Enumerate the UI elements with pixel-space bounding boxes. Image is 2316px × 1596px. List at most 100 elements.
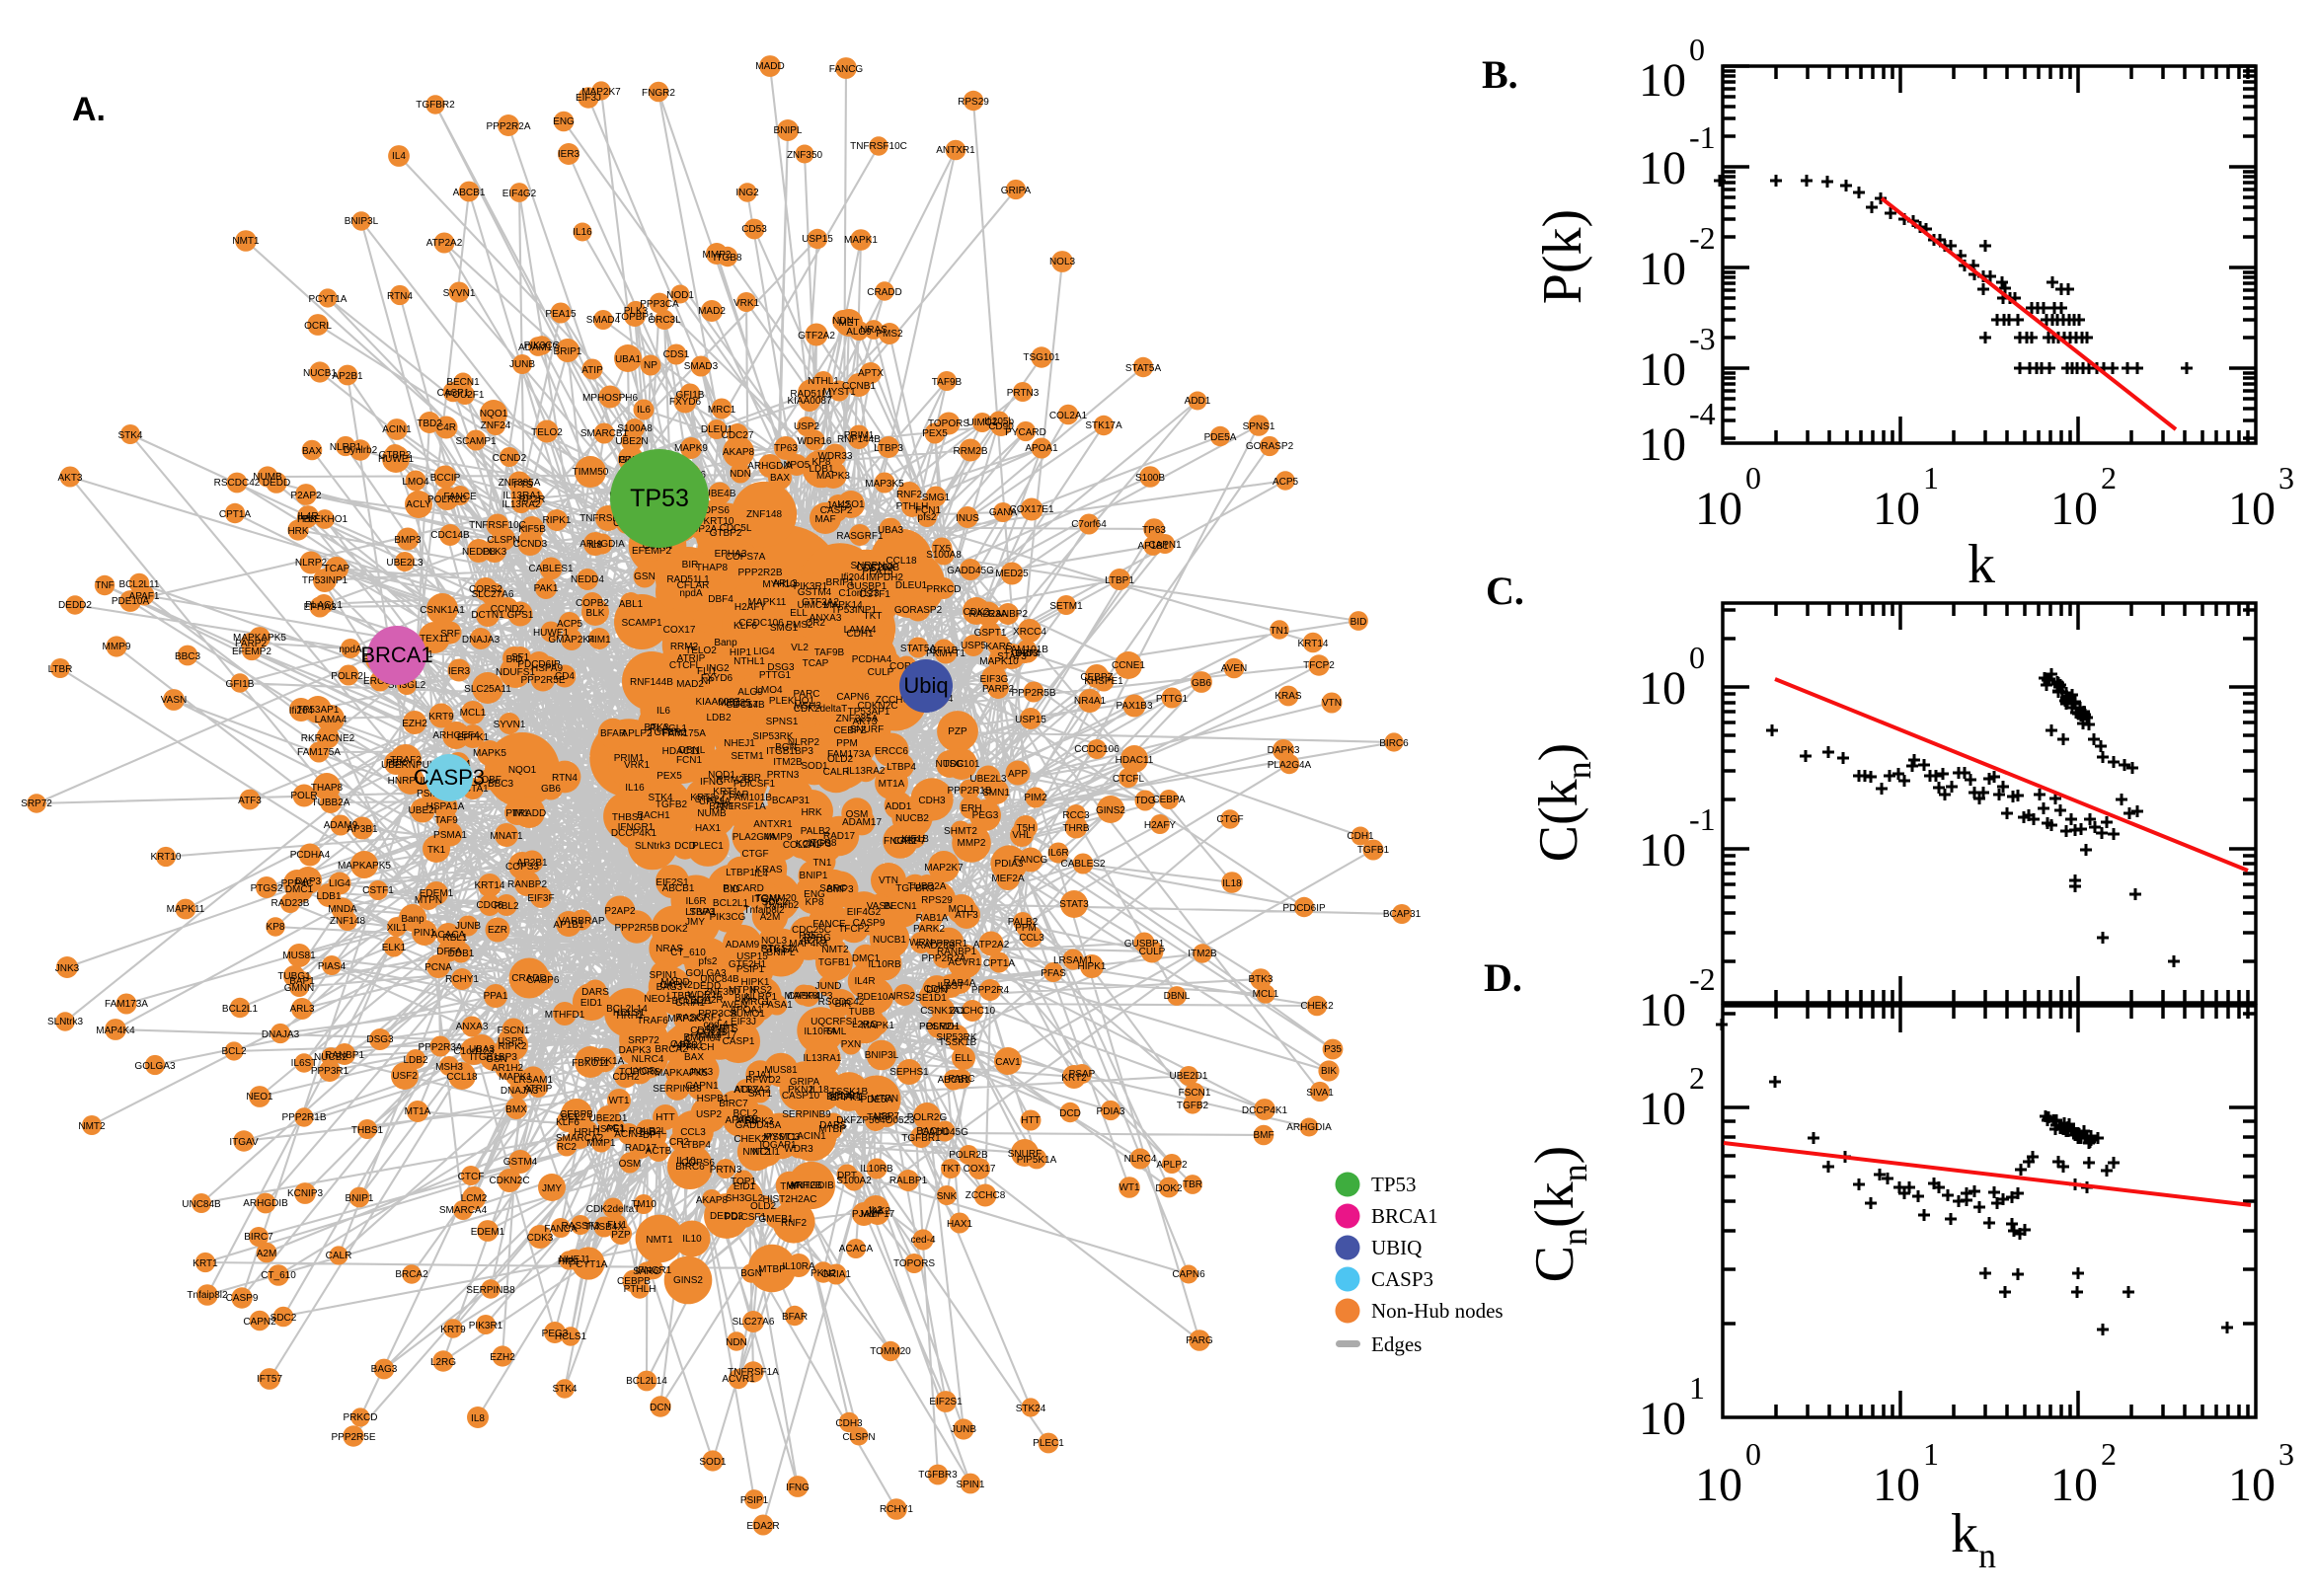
svg-text:IL13RA1: IL13RA1 [503,491,542,501]
svg-text:PCDHA4: PCDHA4 [290,850,331,861]
svg-text:KHSPE1: KHSPE1 [1084,676,1123,687]
svg-text:CT_610: CT_610 [261,1270,296,1281]
svg-text:LTBP4: LTBP4 [681,1140,711,1151]
svg-text:D.: D. [1484,955,1522,1000]
svg-text:LDB1: LDB1 [316,891,341,902]
svg-text:CCNB1: CCNB1 [842,381,876,392]
svg-text:PCNA: PCNA [425,962,452,973]
svg-text:NEO1: NEO1 [246,1092,273,1102]
svg-text:ELL: ELL [955,1053,972,1064]
svg-text:10: 10 [1639,243,1686,295]
svg-text:Banp: Banp [714,638,737,648]
svg-text:DSG3: DSG3 [366,1034,394,1045]
svg-text:EIF4G2: EIF4G2 [847,907,882,918]
svg-text:PRTN3: PRTN3 [1007,388,1040,399]
svg-text:BCL2: BCL2 [561,1112,585,1123]
svg-text:DCN: DCN [650,1403,671,1413]
svg-text:MCL1: MCL1 [460,708,487,719]
svg-text:PPM: PPM [1015,923,1037,934]
svg-text:SNURF: SNURF [1008,1149,1042,1160]
svg-text:BIR: BIR [682,560,699,570]
svg-text:MADD: MADD [755,61,784,72]
svg-text:MEF2A: MEF2A [991,874,1025,884]
svg-text:MAPK10: MAPK10 [979,656,1019,667]
svg-text:TBD2: TBD2 [417,418,442,429]
svg-text:PTGS2: PTGS2 [251,883,283,894]
svg-text:VTN: VTN [879,875,898,886]
svg-text:ARHGEF4: ARHGEF4 [432,730,480,741]
svg-text:ARHGDIB: ARHGDIB [243,1198,288,1209]
svg-text:CPT1A: CPT1A [983,958,1016,969]
svg-text:PRIM1: PRIM1 [844,430,875,441]
svg-text:MYST1: MYST1 [763,1132,797,1143]
svg-text:PYCARD: PYCARD [1005,427,1046,438]
svg-text:MRC1: MRC1 [708,405,736,416]
svg-text:DPT: DPT [837,1171,857,1181]
svg-text:MAPK14: MAPK14 [823,600,863,611]
svg-text:EFEMP2: EFEMP2 [632,546,671,557]
svg-text:BMP3: BMP3 [394,535,422,546]
svg-text:USP7: USP7 [874,1111,900,1122]
svg-text:HIPK1: HIPK1 [741,977,770,988]
svg-text:1: 1 [1923,1436,1939,1472]
svg-text:PIN1: PIN1 [414,928,436,939]
svg-text:PMS2: PMS2 [876,329,903,340]
svg-text:LRSAM1: LRSAM1 [513,1075,553,1086]
svg-text:WDR33: WDR33 [817,451,852,462]
svg-text:TRADD: TRADD [512,808,546,819]
svg-text:PEG3: PEG3 [972,810,999,821]
svg-text:EPPK1: EPPK1 [457,732,490,743]
svg-text:THAP8: THAP8 [696,563,729,573]
svg-text:BAX: BAX [770,473,790,484]
svg-text:XRCC4: XRCC4 [1013,627,1046,638]
svg-text:LTBP1: LTBP1 [726,868,755,878]
svg-text:IL6ST: IL6ST [291,1058,318,1069]
svg-text:GRIA1: GRIA1 [675,998,705,1009]
svg-text:RPS29: RPS29 [921,895,953,906]
svg-text:SOD1: SOD1 [699,1457,727,1468]
svg-text:CT_610: CT_610 [670,948,706,958]
svg-text:IL6: IL6 [656,706,670,717]
svg-text:APLP2: APLP2 [621,728,653,739]
svg-text:IL4: IL4 [754,869,768,879]
svg-text:FANCG: FANCG [1014,855,1048,866]
svg-text:RCHY1: RCHY1 [445,974,479,985]
svg-text:PPP4C: PPP4C [281,878,314,889]
svg-text:ZNF148: ZNF148 [746,509,783,520]
svg-text:RASSF3: RASSF3 [562,1221,600,1232]
svg-text:A2M: A2M [257,1249,277,1259]
svg-text:MT1A: MT1A [405,1106,431,1117]
svg-text:MED25: MED25 [995,569,1029,579]
svg-text:MMP9: MMP9 [764,832,793,843]
svg-text:TP53AP1: TP53AP1 [848,707,890,718]
svg-text:RCHY1: RCHY1 [880,1504,913,1515]
svg-text:Ifi205b: Ifi205b [984,417,1014,427]
svg-text:KLF6: KLF6 [733,621,757,632]
svg-text:WDR3: WDR3 [784,1144,813,1155]
svg-text:BMX: BMX [505,1104,527,1115]
svg-text:Tnfaip8l2: Tnfaip8l2 [187,1290,228,1301]
svg-text:HAX1: HAX1 [695,823,722,834]
svg-text:POLR2H: POLR2H [919,1022,959,1032]
svg-text:TCAP: TCAP [803,658,829,669]
svg-text:SPNS1: SPNS1 [1243,421,1275,432]
svg-text:CDH1: CDH1 [1347,831,1374,842]
svg-text:TUBB2A: TUBB2A [312,798,350,808]
svg-text:CDS1: CDS1 [663,349,690,360]
svg-text:COX17E1: COX17E1 [1009,504,1053,515]
svg-text:NMT2: NMT2 [821,945,849,955]
svg-text:RPS29: RPS29 [958,97,989,108]
svg-text:AKAP8: AKAP8 [696,1195,729,1206]
svg-text:-1: -1 [1689,801,1716,837]
svg-text:CASP3: CASP3 [414,765,485,790]
svg-text:RP2R: RP2R [519,494,546,505]
svg-text:NHEJ1: NHEJ1 [559,1254,590,1265]
svg-text:MMP9: MMP9 [103,642,131,652]
svg-text:GFI1B: GFI1B [930,646,959,656]
svg-text:-2: -2 [1689,220,1716,256]
svg-text:SCAMP1: SCAMP1 [455,436,497,447]
svg-text:TOPORS: TOPORS [619,1067,660,1078]
svg-text:ALG9: ALG9 [737,687,763,698]
svg-text:LAMA4: LAMA4 [844,625,877,636]
svg-text:DLEU1: DLEU1 [701,424,733,435]
